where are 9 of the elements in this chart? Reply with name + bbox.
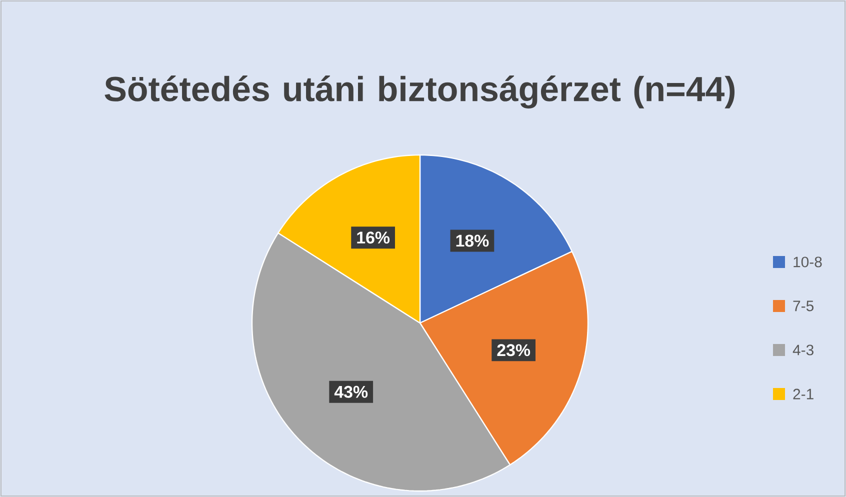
data-label: 16% xyxy=(357,232,390,244)
data-label: 43% xyxy=(334,386,368,398)
data-label: 18% xyxy=(456,234,489,247)
legend-label: 2-1 xyxy=(793,388,814,400)
data-label: 23% xyxy=(497,344,530,356)
legend-label: 7-5 xyxy=(793,300,814,312)
legend-label: 4-3 xyxy=(792,344,814,356)
legend-label: 10-8 xyxy=(794,256,822,268)
chart-title: Sötétedés utáni biztonságérzet (n=44) xyxy=(104,76,735,108)
